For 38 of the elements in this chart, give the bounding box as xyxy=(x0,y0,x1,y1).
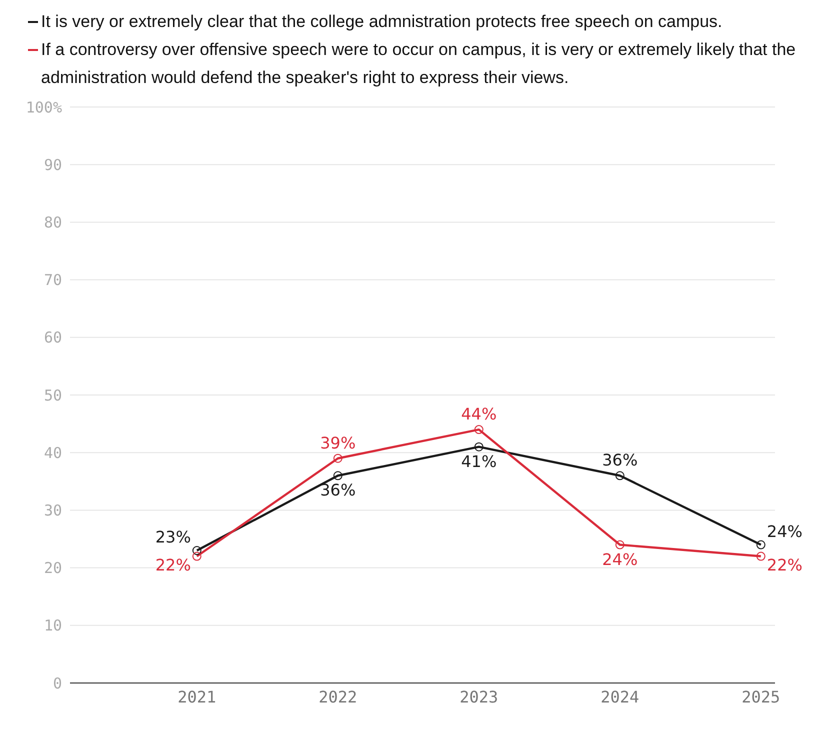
x-tick-label: 2023 xyxy=(460,687,498,706)
data-label: 24% xyxy=(602,550,638,569)
point xyxy=(615,471,624,480)
legend-label: It is very or extremely clear that the college admnistration protects free speech on campus. xyxy=(41,11,722,33)
data-label: 41% xyxy=(461,452,497,471)
y-tick-label: 10 xyxy=(44,616,62,635)
y-tick-label: 0 xyxy=(52,674,62,692)
data-label: 23% xyxy=(155,528,191,547)
point xyxy=(192,546,202,556)
point xyxy=(474,425,484,434)
point xyxy=(192,552,202,561)
data-label: 39% xyxy=(320,433,356,452)
y-tick-label: 40 xyxy=(44,444,62,462)
y-tick-label: 30 xyxy=(44,502,62,520)
point xyxy=(333,454,342,463)
data-label: 24% xyxy=(766,522,802,541)
data-label: 44% xyxy=(461,404,497,424)
x-tick-label: 2025 xyxy=(742,687,780,706)
y-tick-label: 70 xyxy=(44,271,62,290)
point xyxy=(756,540,766,550)
data-label: 36% xyxy=(602,450,638,470)
x-tick-label: 2024 xyxy=(600,687,640,706)
x-tick-label: 2021 xyxy=(178,687,216,706)
point xyxy=(615,540,624,550)
x-tick-label: 2022 xyxy=(318,687,358,706)
legend-label: If a controversy over offensive speech were to occur on campus, it is very or extremely likely that the administration would defend the speaker's right to express their views. xyxy=(41,39,797,89)
point xyxy=(756,552,766,561)
y-tick-label: 20 xyxy=(44,559,62,578)
data-label: 22% xyxy=(155,555,191,574)
y-tick-label: 90 xyxy=(44,156,62,174)
data-label: 36% xyxy=(320,480,356,500)
point xyxy=(333,471,342,480)
point xyxy=(474,442,484,452)
y-tick-label: 100% xyxy=(26,98,62,116)
data-label: 22% xyxy=(766,555,802,574)
y-tick-label: 80 xyxy=(44,214,62,232)
y-tick-label: 50 xyxy=(44,386,62,404)
y-tick-label: 60 xyxy=(44,328,62,347)
